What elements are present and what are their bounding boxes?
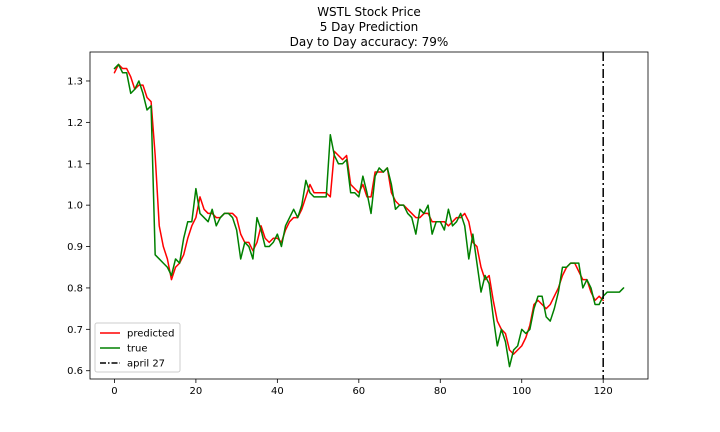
- legend: predicted true april 27: [94, 322, 181, 373]
- legend-label: true: [127, 344, 148, 355]
- x-tick-label: 100: [512, 386, 531, 397]
- y-tick-label: 1.0: [67, 201, 83, 212]
- x-tick-label: 120: [594, 386, 613, 397]
- plot-area: [89, 51, 649, 380]
- y-axis: 0.6 0.7 0.8 0.9 1.0 1.1 1.2 1.3: [67, 76, 90, 377]
- series-line-true: [113, 63, 625, 368]
- y-tick-label: 1.1: [67, 159, 83, 170]
- series-layer: [113, 63, 625, 368]
- chart-subtitle: 5 Day Prediction: [320, 20, 419, 34]
- chart-title: WSTL Stock Price: [317, 5, 421, 19]
- x-tick-label: 0: [111, 386, 117, 397]
- y-tick-label: 0.9: [67, 242, 83, 253]
- y-tick-label: 0.8: [67, 283, 83, 294]
- y-tick-label: 1.2: [67, 118, 83, 129]
- x-tick-label: 40: [271, 386, 284, 397]
- y-tick-label: 0.6: [67, 366, 83, 377]
- x-tick-label: 20: [190, 386, 203, 397]
- legend-box: [94, 322, 181, 373]
- x-axis: 0 20 40 60 80 100 120: [111, 379, 613, 397]
- x-tick-label: 80: [434, 386, 447, 397]
- legend-label: april 27: [127, 359, 165, 370]
- y-tick-label: 1.3: [67, 76, 83, 87]
- chart-accuracy-caption: Day to Day accuracy: 79%: [290, 35, 449, 49]
- x-tick-label: 60: [352, 386, 365, 397]
- legend-label: predicted: [127, 329, 174, 340]
- y-tick-label: 0.7: [67, 325, 83, 336]
- series-line-predicted: [113, 63, 604, 355]
